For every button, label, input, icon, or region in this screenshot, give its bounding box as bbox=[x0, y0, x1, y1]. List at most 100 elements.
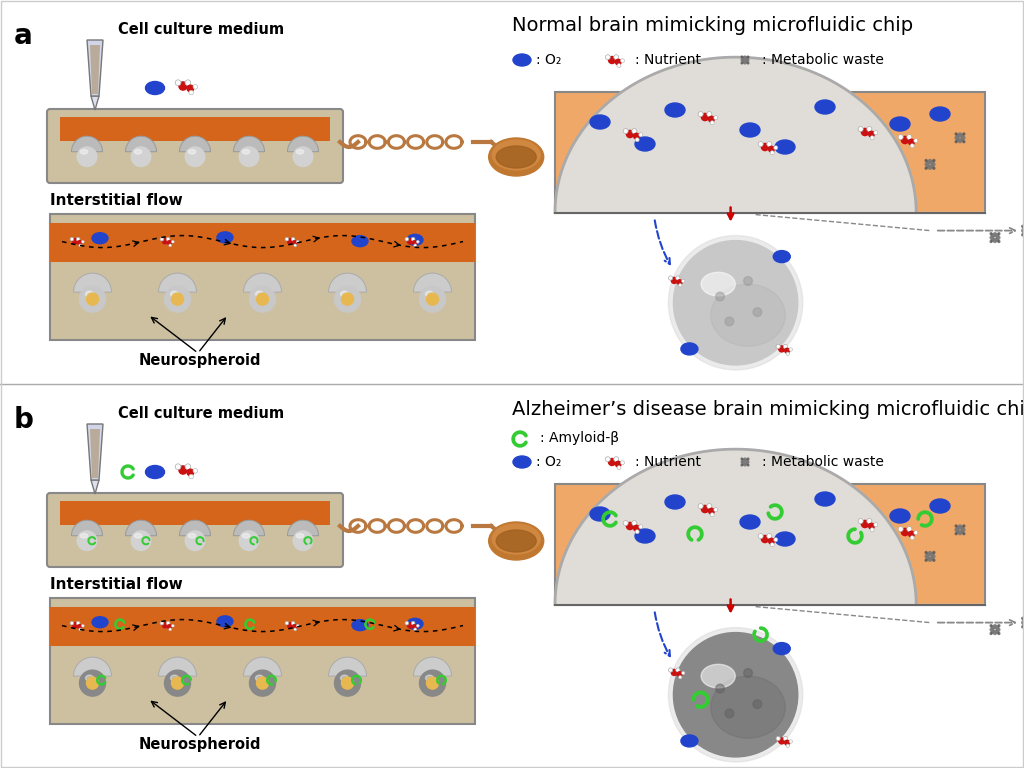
Wedge shape bbox=[244, 273, 282, 292]
Circle shape bbox=[627, 522, 634, 530]
Circle shape bbox=[958, 531, 962, 535]
Circle shape bbox=[770, 543, 774, 547]
Circle shape bbox=[907, 134, 911, 140]
Circle shape bbox=[420, 286, 445, 312]
Circle shape bbox=[743, 56, 746, 58]
Circle shape bbox=[187, 85, 194, 91]
Circle shape bbox=[758, 534, 763, 538]
Circle shape bbox=[927, 164, 930, 168]
Ellipse shape bbox=[145, 465, 165, 478]
Circle shape bbox=[185, 80, 190, 85]
Circle shape bbox=[774, 146, 778, 150]
Circle shape bbox=[70, 621, 74, 625]
Circle shape bbox=[933, 559, 935, 561]
Circle shape bbox=[748, 62, 749, 64]
Circle shape bbox=[955, 528, 958, 531]
Circle shape bbox=[1022, 617, 1024, 620]
Circle shape bbox=[995, 626, 998, 629]
Circle shape bbox=[767, 534, 772, 538]
Circle shape bbox=[709, 508, 715, 514]
Circle shape bbox=[672, 277, 677, 283]
Circle shape bbox=[933, 167, 935, 169]
Circle shape bbox=[932, 554, 935, 558]
Ellipse shape bbox=[493, 140, 541, 170]
Circle shape bbox=[408, 239, 413, 243]
Circle shape bbox=[406, 621, 409, 625]
Circle shape bbox=[79, 628, 82, 631]
Circle shape bbox=[420, 670, 445, 696]
Circle shape bbox=[913, 139, 918, 143]
Circle shape bbox=[77, 530, 97, 551]
Circle shape bbox=[293, 240, 297, 245]
Circle shape bbox=[709, 116, 715, 122]
Ellipse shape bbox=[134, 150, 141, 154]
Circle shape bbox=[858, 127, 863, 131]
Circle shape bbox=[73, 623, 78, 627]
Circle shape bbox=[993, 233, 996, 236]
Ellipse shape bbox=[92, 617, 108, 627]
Circle shape bbox=[786, 744, 790, 747]
Ellipse shape bbox=[497, 146, 537, 168]
Circle shape bbox=[635, 530, 639, 534]
Circle shape bbox=[674, 240, 798, 365]
Circle shape bbox=[746, 461, 749, 463]
Circle shape bbox=[676, 276, 680, 280]
Text: b: b bbox=[14, 406, 34, 434]
Text: Neurospheroid: Neurospheroid bbox=[138, 353, 261, 368]
Circle shape bbox=[669, 668, 673, 672]
Circle shape bbox=[753, 700, 762, 708]
Circle shape bbox=[682, 280, 685, 283]
Circle shape bbox=[745, 60, 748, 63]
Circle shape bbox=[634, 134, 639, 139]
Circle shape bbox=[674, 633, 798, 757]
Circle shape bbox=[956, 530, 959, 534]
Circle shape bbox=[998, 240, 999, 243]
Wedge shape bbox=[329, 273, 367, 292]
Ellipse shape bbox=[188, 150, 196, 154]
Circle shape bbox=[745, 462, 748, 465]
Circle shape bbox=[624, 521, 628, 525]
Text: a: a bbox=[14, 22, 33, 50]
Circle shape bbox=[427, 677, 438, 689]
Circle shape bbox=[707, 111, 712, 117]
Circle shape bbox=[413, 240, 417, 245]
Circle shape bbox=[786, 352, 790, 356]
Circle shape bbox=[743, 458, 746, 461]
Circle shape bbox=[285, 621, 289, 625]
Circle shape bbox=[130, 146, 152, 167]
Circle shape bbox=[779, 738, 784, 744]
Text: : Nutrient: : Nutrient bbox=[635, 455, 701, 469]
Bar bbox=[60, 118, 330, 141]
Circle shape bbox=[187, 469, 194, 475]
Circle shape bbox=[993, 239, 996, 243]
Wedge shape bbox=[159, 657, 197, 676]
Circle shape bbox=[406, 237, 409, 241]
Circle shape bbox=[414, 244, 417, 247]
Circle shape bbox=[995, 630, 998, 633]
Circle shape bbox=[608, 458, 615, 465]
Circle shape bbox=[762, 144, 769, 151]
Circle shape bbox=[716, 292, 724, 301]
Circle shape bbox=[417, 624, 419, 627]
Circle shape bbox=[931, 553, 934, 556]
Ellipse shape bbox=[352, 620, 368, 631]
Wedge shape bbox=[126, 520, 157, 536]
Wedge shape bbox=[414, 657, 452, 676]
Circle shape bbox=[408, 623, 413, 627]
Circle shape bbox=[417, 240, 419, 243]
Ellipse shape bbox=[590, 507, 610, 521]
Ellipse shape bbox=[513, 54, 531, 66]
Ellipse shape bbox=[296, 150, 304, 154]
Circle shape bbox=[77, 621, 80, 625]
Circle shape bbox=[615, 59, 622, 65]
Circle shape bbox=[913, 531, 918, 535]
Circle shape bbox=[955, 141, 957, 143]
Wedge shape bbox=[72, 136, 102, 152]
Bar bbox=[555, 92, 985, 213]
Circle shape bbox=[682, 671, 685, 675]
Circle shape bbox=[933, 551, 935, 554]
Circle shape bbox=[741, 461, 743, 463]
Circle shape bbox=[77, 146, 97, 167]
Circle shape bbox=[335, 286, 360, 312]
Circle shape bbox=[81, 240, 84, 243]
